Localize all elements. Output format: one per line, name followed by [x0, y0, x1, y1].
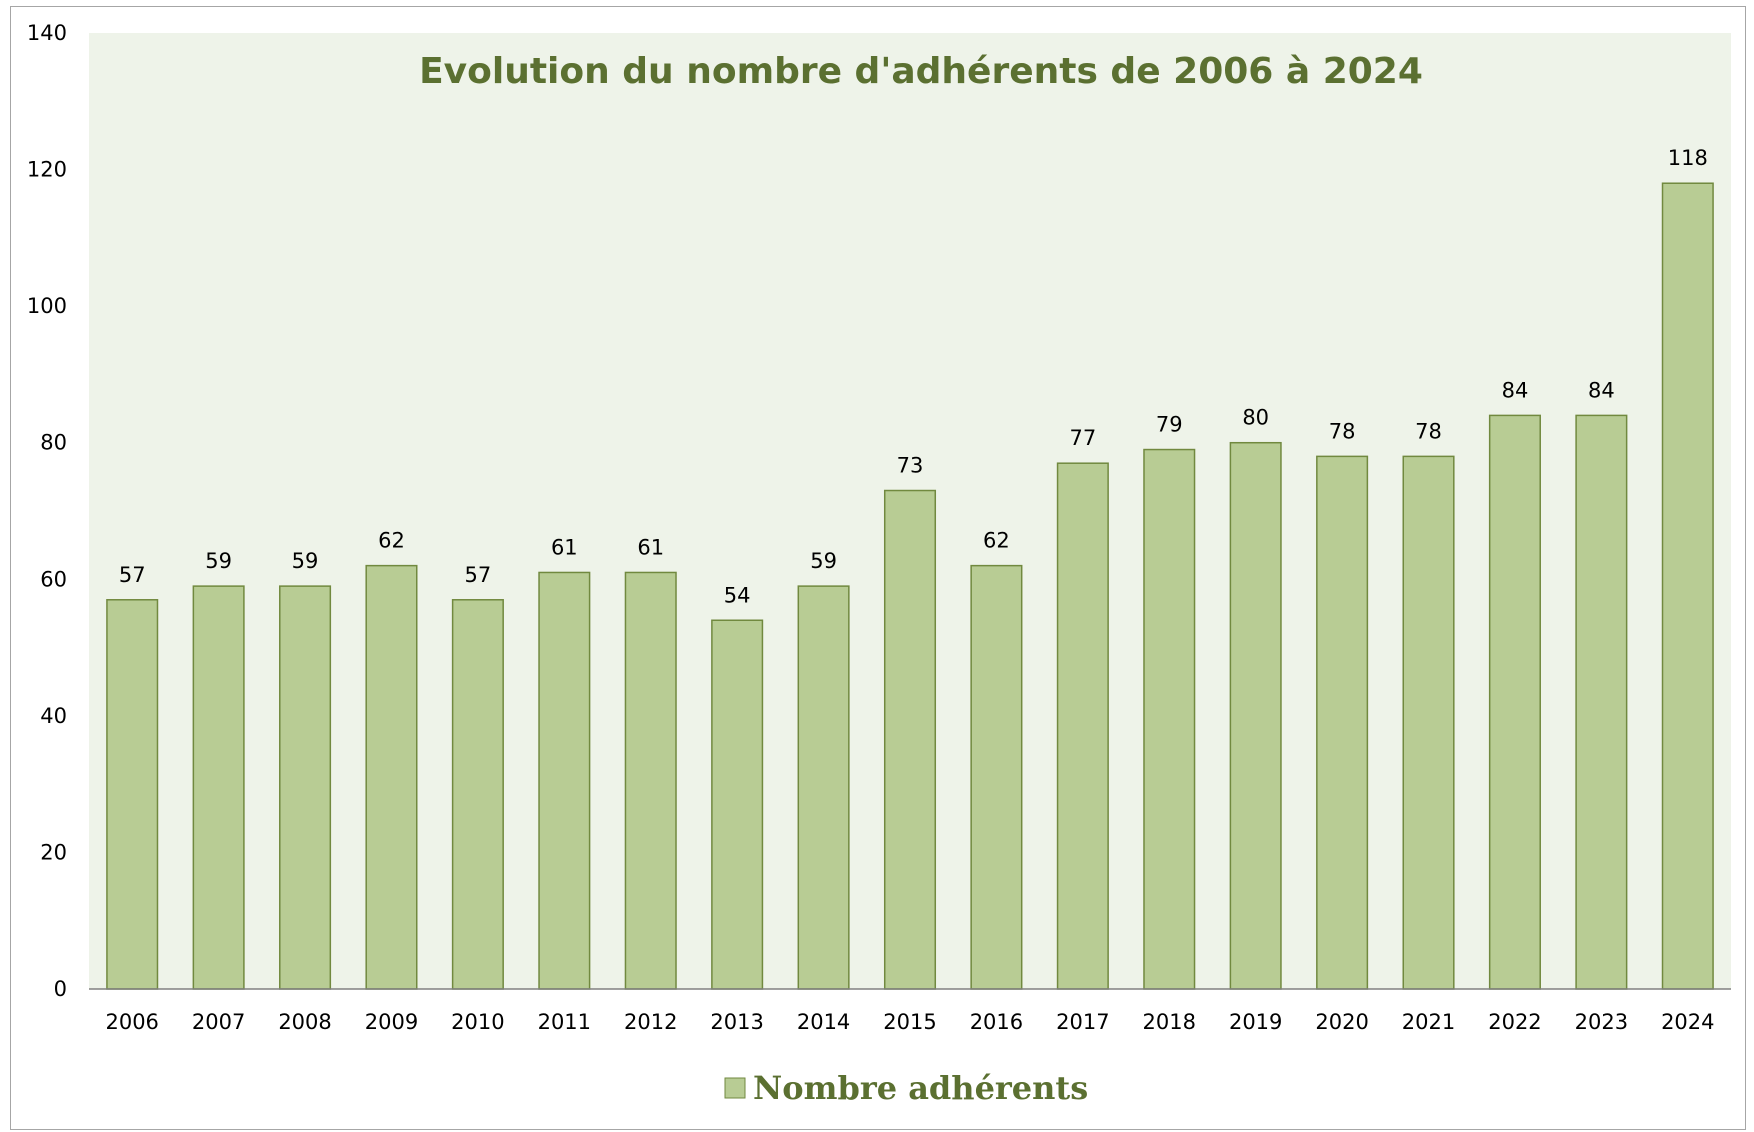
x-tick-label: 2018 [1143, 1010, 1196, 1034]
bar[interactable] [1575, 414, 1628, 990]
x-tick-label: 2024 [1661, 1010, 1714, 1034]
bar-value-label: 84 [1588, 378, 1615, 402]
x-tick-label: 2011 [538, 1010, 591, 1034]
bar-value-label: 80 [1242, 406, 1269, 430]
x-tick-label: 2016 [970, 1010, 1023, 1034]
y-tick-label: 40 [40, 704, 67, 728]
bar-value-label: 54 [724, 583, 751, 607]
bar[interactable] [970, 564, 1023, 990]
bars [106, 182, 1714, 990]
bar[interactable] [365, 564, 418, 990]
y-tick-label: 140 [27, 21, 67, 45]
y-tick-label: 80 [40, 431, 67, 455]
bar-value-label: 77 [1069, 426, 1096, 450]
x-tick-label: 2022 [1488, 1010, 1541, 1034]
bar[interactable] [883, 489, 937, 990]
x-tick-label: 2010 [451, 1010, 504, 1034]
bar[interactable] [1229, 441, 1282, 990]
y-tick-label: 0 [54, 977, 67, 1001]
legend-swatch [724, 1077, 746, 1099]
y-tick-label: 60 [40, 567, 67, 591]
bar-value-label: 61 [551, 535, 578, 559]
x-tick-label: 2019 [1229, 1010, 1282, 1034]
data-labels: 57 59 59 62 57 61 61 54 59 73 62 77 79 80 78 78 84 84 118 [119, 146, 1708, 607]
y-axis-ticks: 0 20 40 60 80 100 120 140 [27, 21, 67, 1001]
legend: Nombre adhérents [724, 1069, 1088, 1107]
bar-value-label: 79 [1156, 413, 1183, 437]
x-tick-label: 2009 [365, 1010, 418, 1034]
bar-value-label: 59 [205, 549, 232, 573]
bar[interactable] [106, 599, 159, 990]
x-tick-label: 2023 [1575, 1010, 1628, 1034]
y-tick-label: 20 [40, 840, 67, 864]
bar-value-label: 62 [983, 529, 1010, 553]
bar[interactable] [624, 571, 677, 990]
bar-value-label: 61 [637, 535, 664, 559]
bar[interactable] [279, 585, 332, 990]
bar[interactable] [1402, 455, 1455, 990]
x-tick-label: 2013 [710, 1010, 763, 1034]
bar-chart: 0 20 40 60 80 100 120 140 57 59 59 62 57 61 61 54 59 73 6… [27, 21, 1731, 1107]
bar-value-label: 57 [465, 563, 492, 587]
legend-label[interactable]: Nombre adhérents [753, 1069, 1088, 1107]
bar-value-label: 59 [292, 549, 319, 573]
bar[interactable] [451, 599, 504, 990]
y-tick-label: 100 [27, 294, 67, 318]
bar[interactable] [538, 571, 591, 990]
bar-value-label: 59 [810, 549, 837, 573]
bar[interactable] [1488, 414, 1541, 990]
x-tick-label: 2006 [105, 1010, 158, 1034]
bar-value-label: 57 [119, 563, 146, 587]
x-tick-label: 2020 [1315, 1010, 1368, 1034]
bar-value-label: 78 [1415, 419, 1442, 443]
x-tick-label: 2015 [883, 1010, 936, 1034]
bar[interactable] [1056, 462, 1109, 990]
x-axis-ticks: 2006 2007 2008 2009 2010 2011 2012 2013 2014 2015… [105, 1010, 1714, 1034]
bar-value-label: 118 [1668, 146, 1708, 170]
chart-title: Evolution du nombre d'adhérents de 2006 … [419, 51, 1423, 92]
bar[interactable] [1316, 455, 1369, 990]
x-tick-label: 2017 [1056, 1010, 1109, 1034]
bar-value-label: 62 [378, 529, 405, 553]
x-tick-label: 2008 [278, 1010, 331, 1034]
bar[interactable] [192, 585, 245, 990]
x-tick-label: 2014 [797, 1010, 850, 1034]
y-tick-label: 120 [27, 158, 67, 182]
x-tick-label: 2021 [1402, 1010, 1455, 1034]
bar[interactable] [1143, 448, 1196, 990]
bar[interactable] [797, 585, 850, 990]
bar-value-label: 73 [897, 454, 924, 478]
chart-frame: 0 20 40 60 80 100 120 140 57 59 59 62 57 61 61 54 59 73 6… [10, 6, 1746, 1130]
bar-value-label: 78 [1329, 419, 1356, 443]
bar[interactable] [711, 619, 764, 990]
bar-value-label: 84 [1502, 378, 1529, 402]
x-tick-label: 2007 [192, 1010, 245, 1034]
x-tick-label: 2012 [624, 1010, 677, 1034]
bar[interactable] [1661, 182, 1714, 990]
